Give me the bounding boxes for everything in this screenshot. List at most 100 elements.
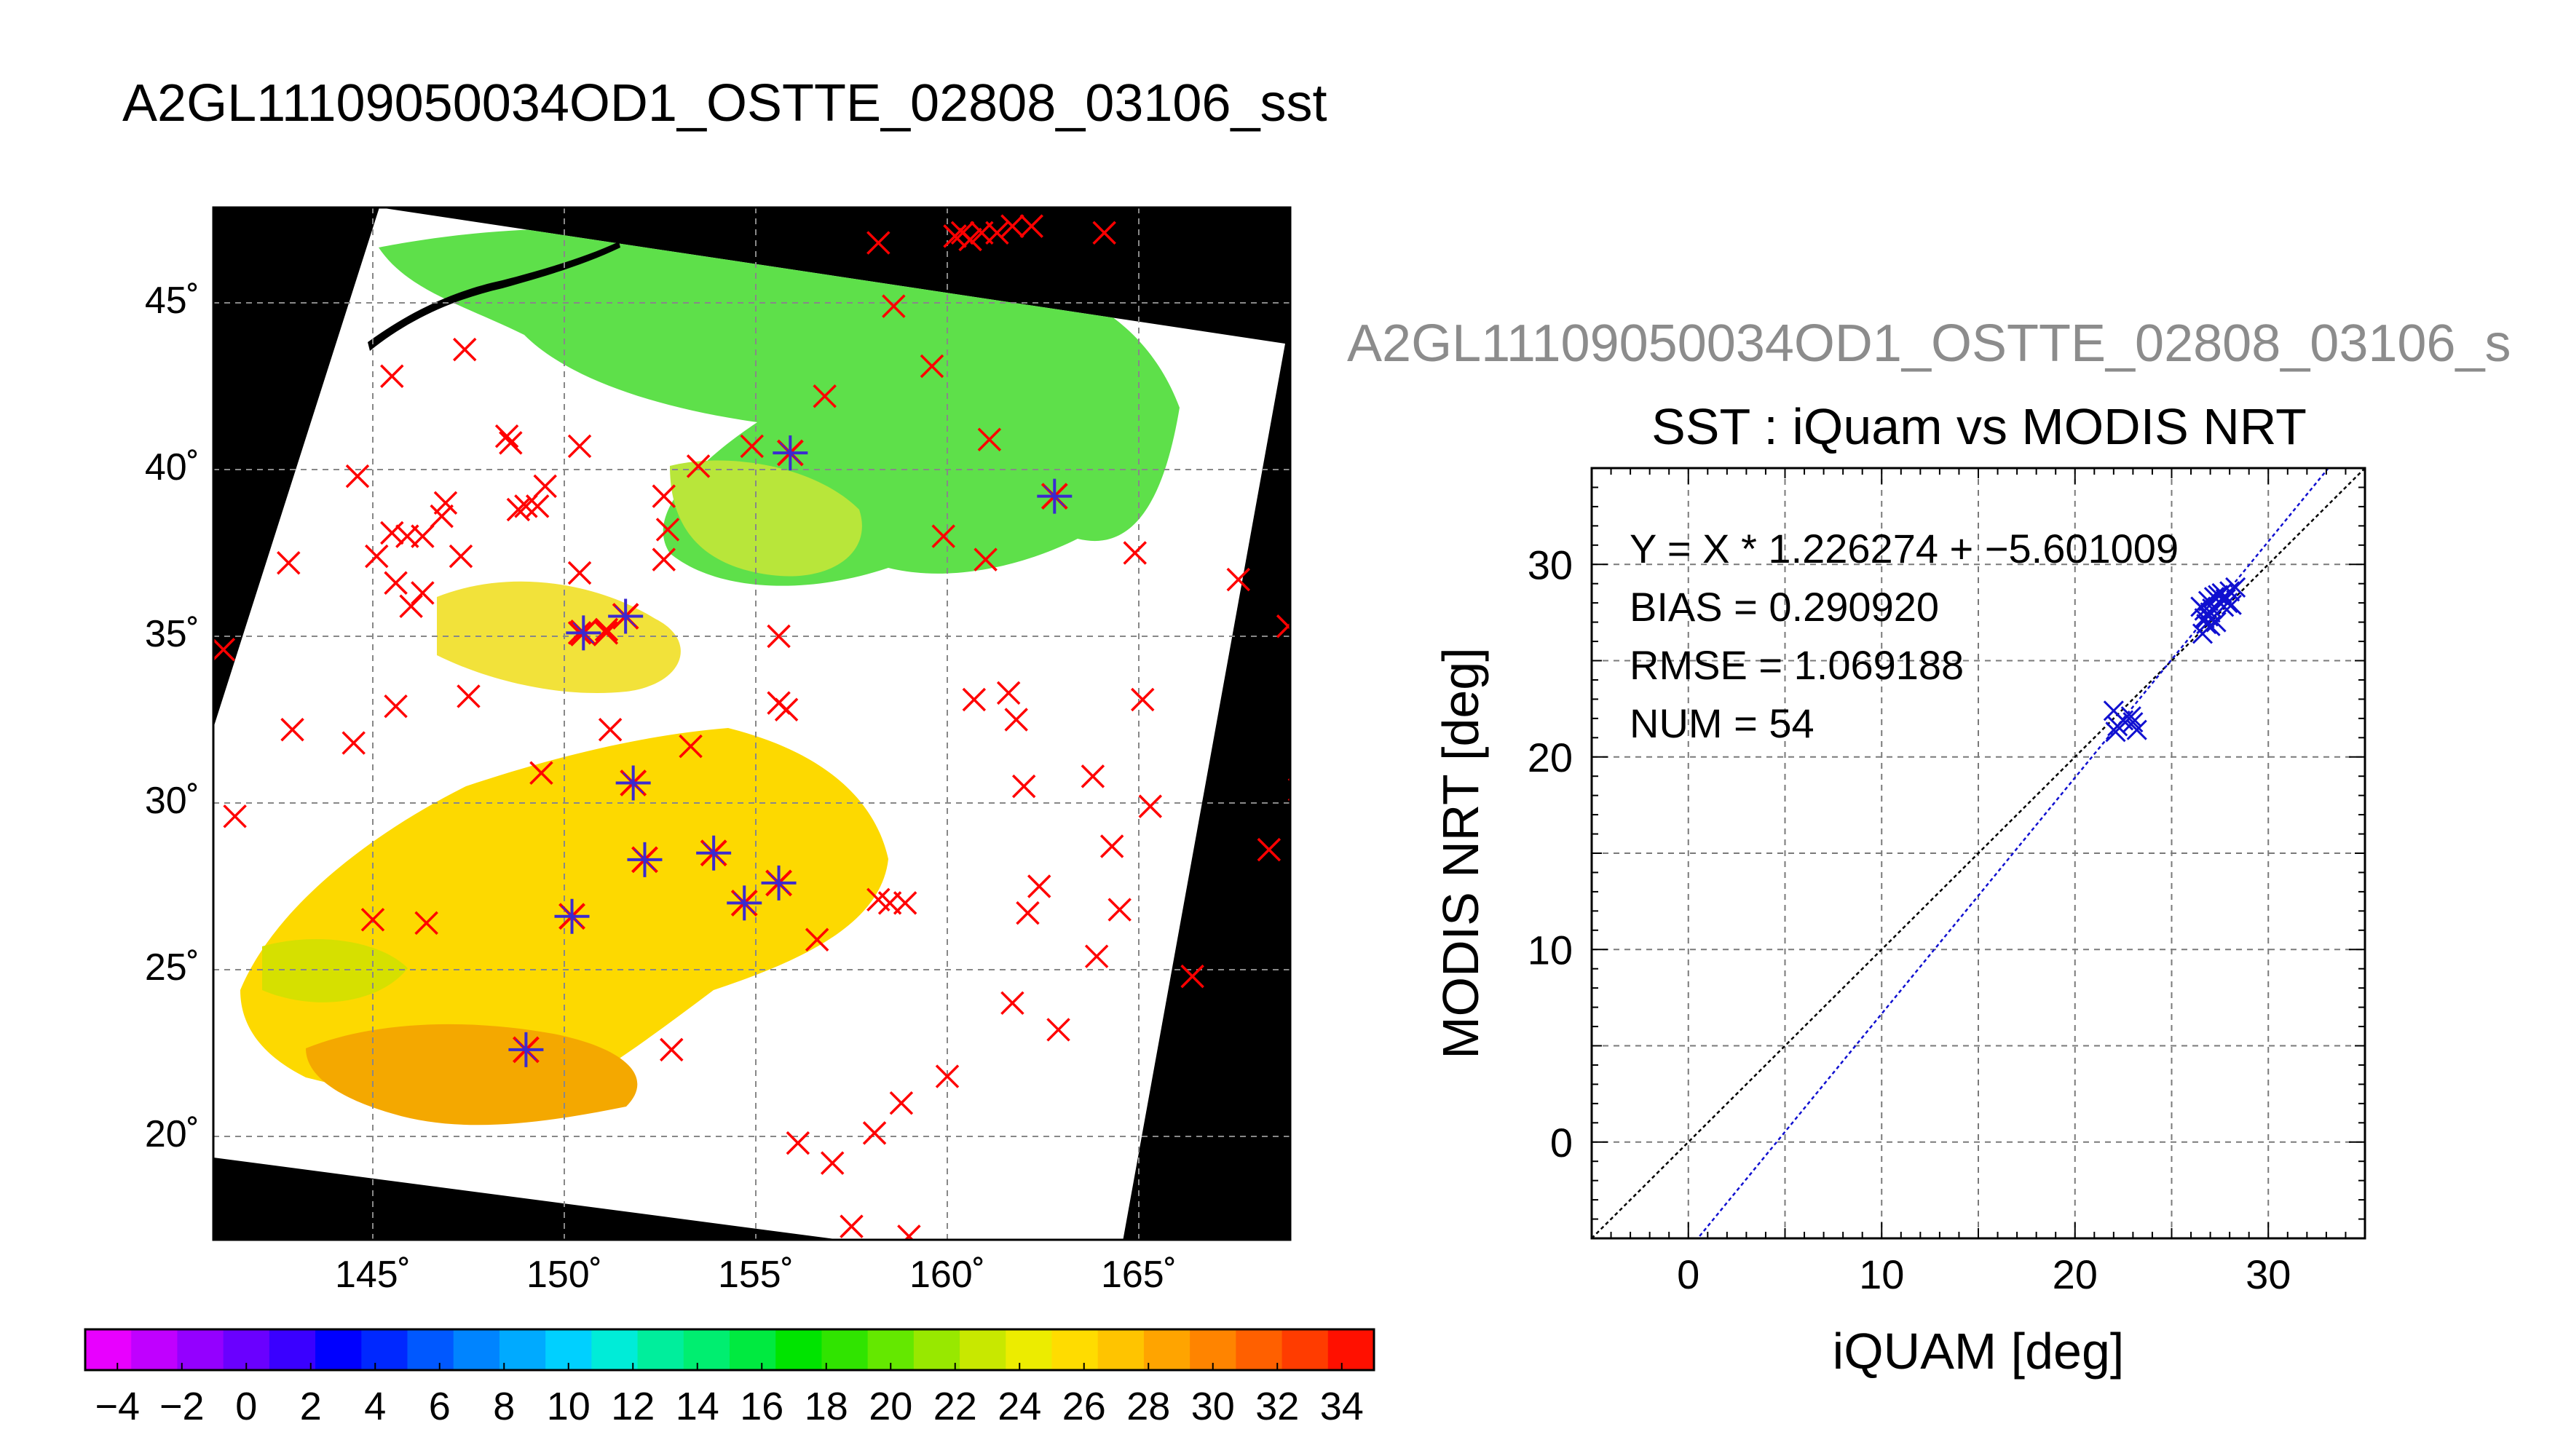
iquam-marker [1046, 1018, 1070, 1042]
iquam-marker [996, 681, 1021, 705]
matchup-locations [508, 435, 1073, 1067]
colorbar-cell [361, 1329, 408, 1370]
x-tick-label: 10 [1859, 1251, 1904, 1297]
iquam-marker [1131, 687, 1155, 712]
colorbar-label: 2 [300, 1385, 322, 1428]
y-tick-labels: 0 10 20 30 [1528, 542, 1573, 1166]
sst-retrievals [240, 229, 1180, 1125]
iquam-marker [453, 337, 477, 362]
map-frame [212, 206, 1292, 1241]
lon-tick-labels: 145˚ 150˚ 155˚ 160˚ 165˚ [335, 1254, 1177, 1296]
matchup-marker [727, 885, 762, 921]
num-value: NUM = 54 [1630, 700, 1814, 746]
iquam-marker [1099, 834, 1124, 858]
iquam-marker [525, 494, 550, 518]
colorbar-cell [407, 1329, 454, 1370]
iquam-marker [786, 1131, 810, 1155]
colorbar-label: 12 [611, 1385, 655, 1428]
colorbar-label: 4 [364, 1385, 386, 1428]
lat-tick-label: 35˚ [145, 613, 200, 655]
lon-tick-label: 155˚ [718, 1254, 794, 1296]
iquam-marker [1257, 837, 1282, 862]
iquam-marker [840, 1214, 864, 1238]
colorbar-label: 28 [1126, 1385, 1170, 1428]
iquam-marker [494, 424, 519, 448]
iquam-marker [1226, 567, 1250, 592]
scatter-point [2225, 577, 2246, 598]
colorbar-cell [1006, 1329, 1053, 1370]
iquam-marker [341, 731, 366, 755]
iquam-marker [1016, 901, 1040, 925]
identity-line [1592, 468, 2365, 1238]
y-tick-label: 10 [1528, 927, 1573, 973]
iquam-marker [679, 734, 703, 759]
colorbar-label: 14 [676, 1385, 719, 1428]
scatter-point [2120, 706, 2141, 727]
iquam-marker [365, 544, 389, 569]
iquam-marker [893, 891, 917, 915]
colorbar-cell [821, 1329, 869, 1370]
scatter-point [2126, 719, 2147, 740]
iquam-marker [433, 491, 458, 515]
iquam-marker [660, 1037, 684, 1062]
iquam-marker [384, 694, 408, 719]
iquam-marker [740, 434, 764, 459]
lon-tick-label: 145˚ [335, 1254, 411, 1296]
scatter-point [2194, 600, 2215, 621]
iquam-marker [1180, 964, 1204, 989]
y-tick-label: 20 [1528, 735, 1573, 780]
iquam-marker [1081, 764, 1105, 788]
sst-colorbar: −4 −2 0 2 4 6 8 10 12 14 16 18 20 22 24 26 28 30 32 34 [84, 1328, 1375, 1428]
colorbar-cell [913, 1329, 960, 1370]
iquam-marker [652, 484, 676, 508]
matchup-marker [554, 898, 590, 934]
scatter-point [2200, 615, 2221, 636]
colorbar-label: 20 [869, 1385, 912, 1428]
iquam-marker [1027, 874, 1051, 898]
iquam-marker [1287, 778, 1290, 802]
colorbar-label: 22 [933, 1385, 977, 1428]
colorbar-cell [1236, 1329, 1283, 1370]
iquam-marker [962, 687, 987, 712]
colorbar-label: 30 [1191, 1385, 1235, 1428]
lat-tick-label: 20˚ [145, 1113, 200, 1155]
iquam-marker [977, 427, 1002, 452]
scatter-point [2208, 585, 2229, 606]
iquam-marker [866, 231, 891, 255]
fit-statistics: Y = X * 1.226274 + −5.601009 BIAS = 0.29… [1630, 526, 2179, 746]
scatter-subtitle: A2GL11109050034OD1_OSTTE_02808_03106_s [1347, 314, 2511, 373]
colorbar-cell [730, 1329, 776, 1370]
iquam-marker [1019, 214, 1043, 238]
iquam-marker [774, 697, 799, 721]
plot-frame [1590, 467, 2366, 1240]
colorbar-cell [1097, 1329, 1145, 1370]
colorbar-label: −4 [95, 1385, 140, 1428]
bias-value: BIAS = 0.290920 [1630, 584, 1939, 630]
colorbar-cell [269, 1329, 316, 1370]
iquam-marker [499, 431, 523, 455]
iquam-marker [1138, 794, 1163, 818]
iquam-marker [1000, 991, 1024, 1016]
scatter-panel: A2GL11109050034OD1_OSTTE_02808_03106_s S… [1347, 314, 2511, 1380]
iquam-marker [652, 547, 676, 571]
colorbar-cell [637, 1329, 684, 1370]
iquam-marker [1084, 944, 1109, 968]
iquam-marker [943, 224, 967, 248]
colorbar-label: 6 [429, 1385, 451, 1428]
iquam-marker [280, 718, 304, 742]
matchup-marker [608, 598, 644, 634]
iquam-marker [414, 911, 438, 935]
matchup-marker [615, 765, 651, 801]
colorbar-frame [84, 1328, 1375, 1372]
iquam-marker [399, 594, 423, 619]
iquam-marker [430, 504, 454, 529]
colorbar-cell [177, 1329, 224, 1370]
colorbar-cell [683, 1329, 730, 1370]
colorbar-cell [775, 1329, 823, 1370]
matchup-marker [1037, 478, 1073, 514]
iquam-marker [897, 1224, 921, 1240]
colorbar-label: 18 [805, 1385, 848, 1428]
iquam-marker [533, 474, 557, 499]
colorbar-label: 10 [547, 1385, 591, 1428]
iquam-marker [213, 638, 236, 662]
